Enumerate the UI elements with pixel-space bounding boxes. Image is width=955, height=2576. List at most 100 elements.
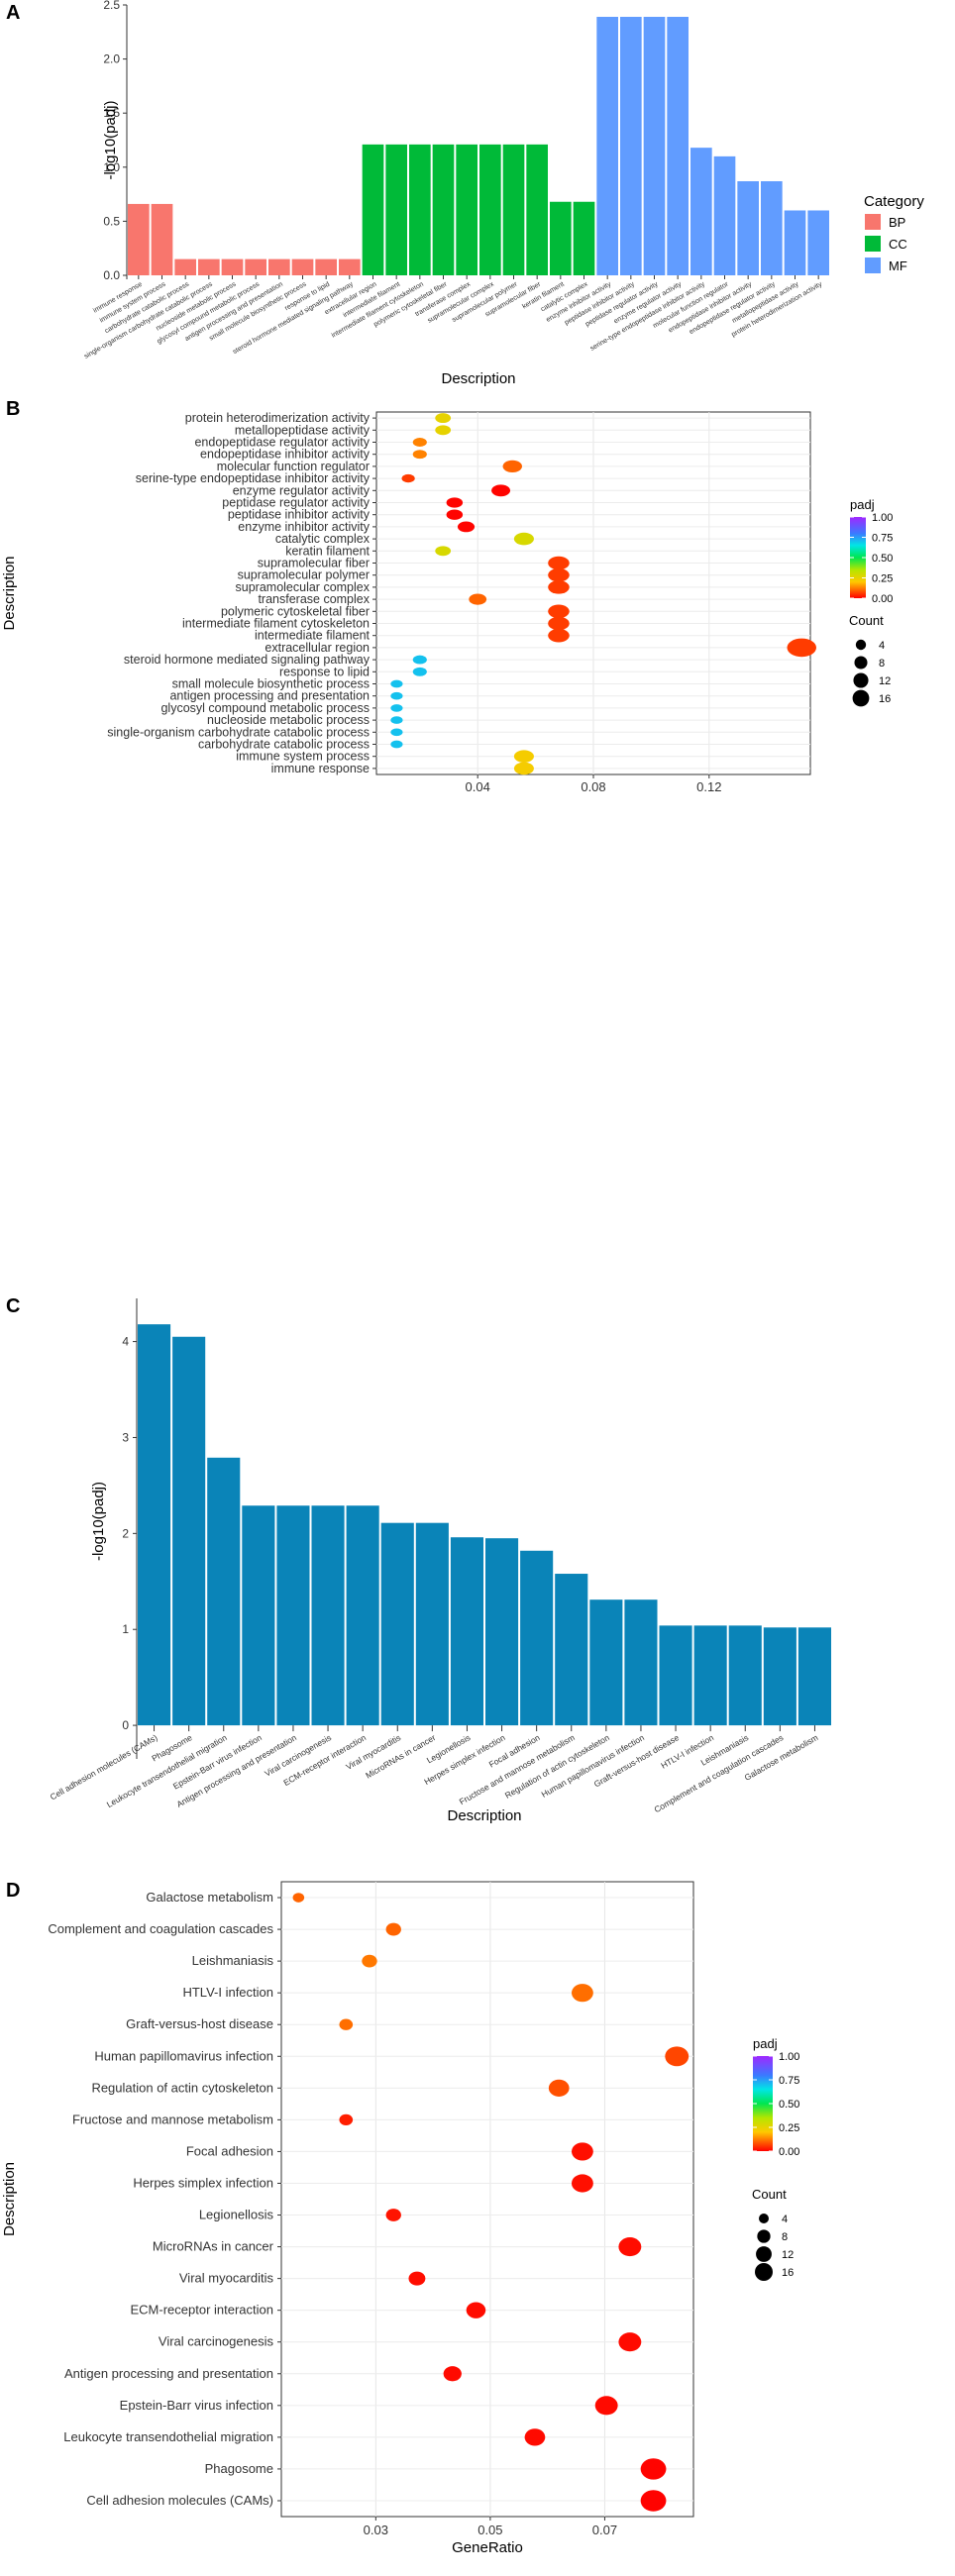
size-legend-title: Count xyxy=(752,2187,787,2202)
x-tick-label: 0.03 xyxy=(364,2523,388,2537)
x-axis-label: Description xyxy=(447,1807,521,1824)
data-point xyxy=(435,413,452,424)
colorbar-tick-label: 0.00 xyxy=(779,2146,799,2158)
y-tick-label: 0 xyxy=(122,1718,129,1732)
legend-swatch xyxy=(865,236,881,252)
colorbar-tick-label: 0.75 xyxy=(779,2075,799,2087)
data-point xyxy=(385,2209,401,2221)
size-legend-label: 4 xyxy=(782,2214,788,2225)
y-tick-label: HTLV-I infection xyxy=(182,1985,273,2000)
colorbar-tick-label: 0.00 xyxy=(872,593,893,605)
colorbar xyxy=(753,2056,773,2151)
data-point xyxy=(292,1893,305,1903)
x-tick-label: 0.05 xyxy=(478,2523,502,2537)
y-tick-label: Phagosome xyxy=(205,2461,273,2476)
y-tick-label: Fructose and mannose metabolism xyxy=(72,2112,273,2126)
data-point xyxy=(513,750,534,764)
legend-swatch xyxy=(865,258,881,273)
y-tick-label: MicroRNAs in cancer xyxy=(153,2239,274,2254)
bar xyxy=(138,1324,171,1726)
bar xyxy=(589,1599,623,1726)
x-axis-label: GeneRatio xyxy=(452,2539,523,2556)
x-tick-label: 0.08 xyxy=(581,779,605,792)
data-point xyxy=(491,484,511,497)
data-point xyxy=(408,2271,426,2286)
y-tick-label: Cell adhesion molecules (CAMs) xyxy=(86,2493,273,2508)
data-point xyxy=(390,716,403,724)
bar xyxy=(555,1574,588,1726)
data-point xyxy=(571,2142,593,2161)
bar xyxy=(245,258,266,275)
panel-b: B 0.04 0.08 0.12 protein heterodimerization… xyxy=(0,396,955,812)
panel-c: C 0 1 2 3 4 Cell adhesion molecules (CAMs) Pha… xyxy=(0,1293,955,1878)
size-legend-dot xyxy=(757,2229,771,2243)
data-point xyxy=(640,2490,667,2512)
bar xyxy=(198,258,220,275)
y-tick-label: keratin filament xyxy=(285,544,370,558)
chart-b-svg: 0.04 0.08 0.12 protein heterodimerization a… xyxy=(1,411,893,812)
data-point xyxy=(412,667,427,676)
x-tick-label: 0.07 xyxy=(592,2523,617,2537)
y-tick-label: molecular function regulator xyxy=(217,460,370,473)
y-tick-label: Legionellosis xyxy=(199,2208,274,2222)
data-point xyxy=(571,1984,593,2003)
data-point xyxy=(618,2237,642,2257)
y-tick-label: response to lipid xyxy=(279,665,370,678)
colorbar-tick-label: 0.50 xyxy=(872,553,893,565)
data-point xyxy=(339,2113,354,2126)
bar xyxy=(415,1522,449,1726)
bar xyxy=(409,144,431,275)
data-point xyxy=(412,450,427,460)
data-point xyxy=(446,509,464,520)
bar xyxy=(291,258,314,275)
bar xyxy=(550,201,572,275)
data-point xyxy=(513,532,534,546)
panel-b-letter: B xyxy=(6,398,21,420)
y-tick-label: Galactose metabolism xyxy=(146,1890,273,1905)
data-point xyxy=(385,1922,401,1936)
data-point xyxy=(524,2428,546,2446)
bar xyxy=(728,1625,762,1726)
y-tick-label: Viral carcinogenesis xyxy=(159,2334,274,2349)
y-axis-label: Description xyxy=(1,556,18,630)
y-tick-label: Antigen processing and presentation xyxy=(64,2366,273,2381)
bar xyxy=(479,144,501,275)
y-tick-label: immune system process xyxy=(236,750,370,764)
data-point xyxy=(466,2302,486,2318)
data-point xyxy=(640,2458,667,2480)
bar xyxy=(432,144,455,275)
colorbar-tick-label: 0.25 xyxy=(872,573,893,585)
colorbar-tick-label: 0.25 xyxy=(779,2122,799,2134)
y-tick-label: supramolecular complex xyxy=(236,580,371,594)
color-legend-title: padj xyxy=(753,2036,778,2051)
bar xyxy=(713,155,736,275)
y-tick-label: metallopeptidase activity xyxy=(235,423,371,437)
legend-title: Category xyxy=(864,193,924,210)
size-legend-dot xyxy=(755,2263,773,2281)
data-point xyxy=(446,497,464,508)
bar xyxy=(174,258,196,275)
y-tick-label: steroid hormone mediated signaling pathw… xyxy=(124,653,371,667)
y-tick-label: 0.5 xyxy=(103,214,120,228)
y-tick-label: endopeptidase inhibitor activity xyxy=(200,448,371,462)
bar xyxy=(385,144,407,275)
y-tick-label: intermediate filament cytoskeleton xyxy=(182,617,370,631)
data-point xyxy=(390,728,403,737)
panel-c-letter: C xyxy=(6,1295,21,1317)
y-tick-label: endopeptidase regulator activity xyxy=(194,436,370,450)
data-point xyxy=(401,473,415,483)
y-tick-label: Complement and coagulation cascades xyxy=(48,1921,273,1936)
y-tick-label: enzyme regulator activity xyxy=(233,483,371,497)
y-tick-label: 4 xyxy=(122,1335,129,1349)
y-tick-label: peptidase inhibitor activity xyxy=(228,508,371,522)
bar xyxy=(221,258,244,275)
bar xyxy=(573,201,595,275)
data-point xyxy=(390,704,403,712)
size-legend-label: 8 xyxy=(782,2231,788,2243)
legend-label: CC xyxy=(889,237,907,252)
bar xyxy=(339,258,361,275)
data-point xyxy=(443,2366,462,2382)
data-point xyxy=(390,740,403,749)
